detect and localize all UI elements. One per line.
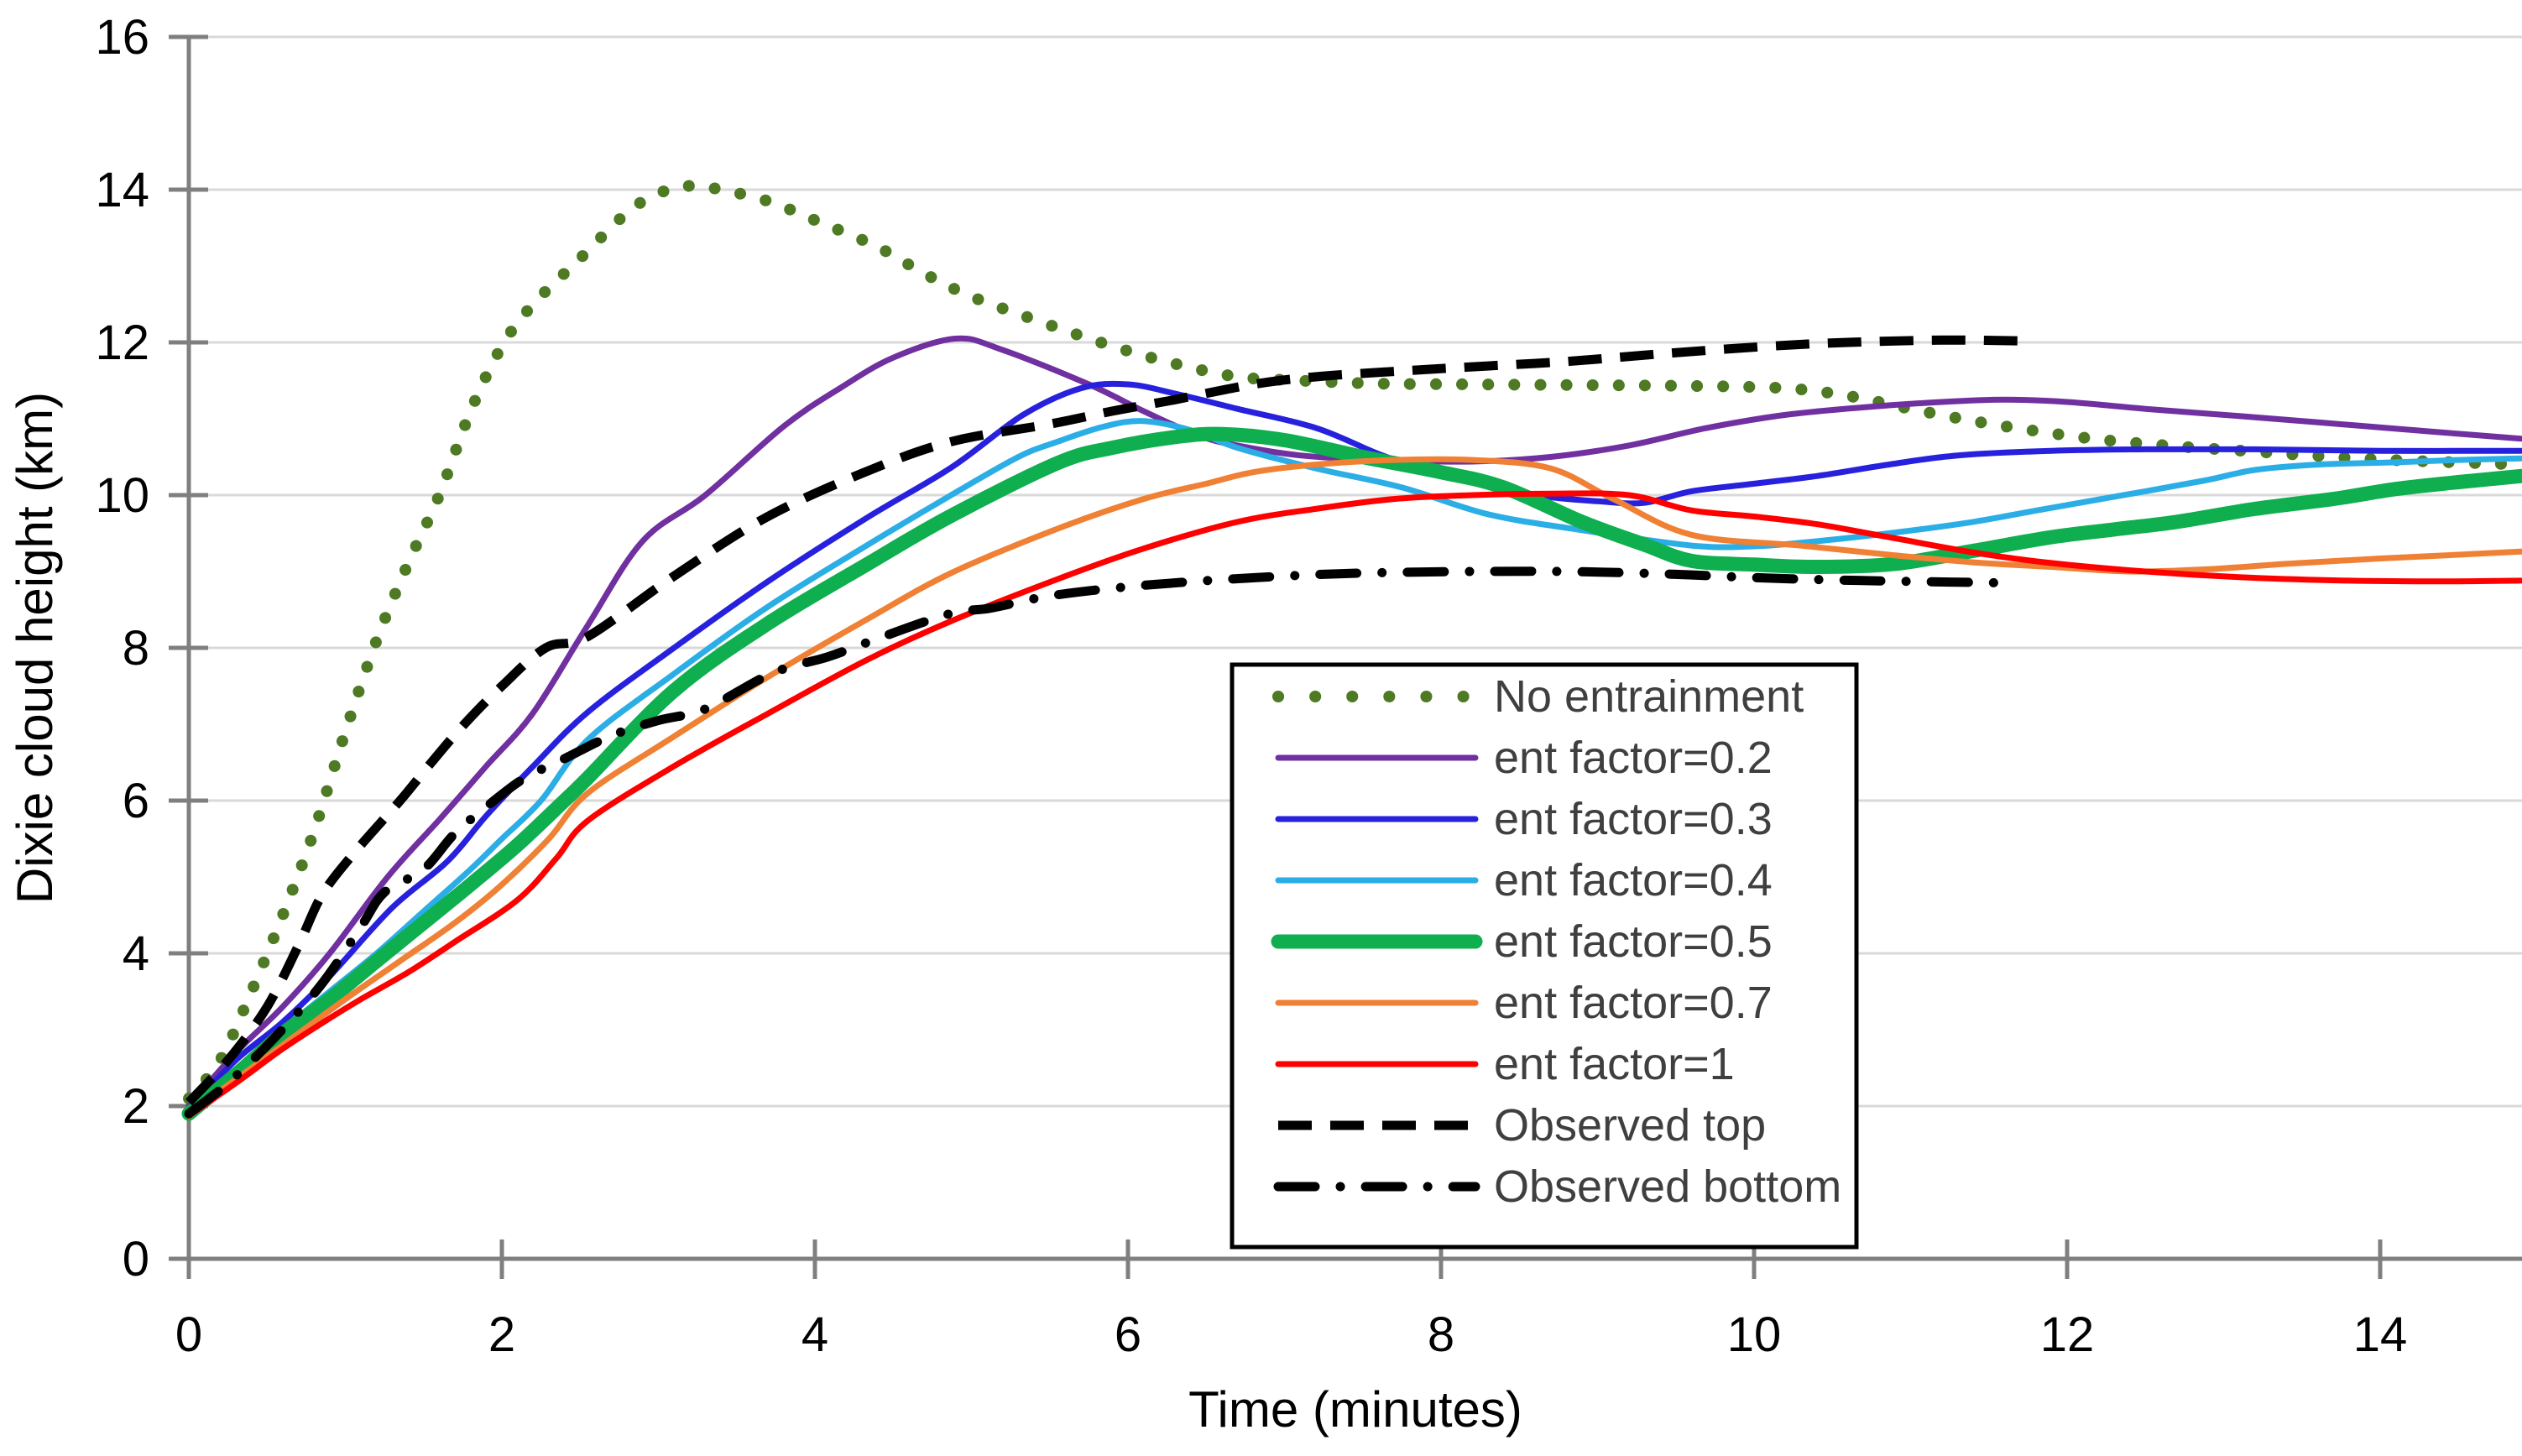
y-tick-label-10: 10 <box>95 468 149 523</box>
legend-entry-observed-top: Observed top <box>1278 1100 1766 1151</box>
series-ent-factor-1 <box>185 490 2522 1119</box>
x-tick-label-12: 12 <box>2040 1307 2095 1362</box>
legend-entry-ent-factor-0-4: ent factor=0.4 <box>1275 855 1773 905</box>
series-observed-top <box>185 335 2021 1106</box>
legend-label: ent factor=0.3 <box>1494 794 1773 844</box>
legend-label: ent factor=0.5 <box>1494 916 1773 967</box>
legend-label: ent factor=1 <box>1494 1039 1735 1089</box>
legend-entry-ent-factor-1: ent factor=1 <box>1275 1039 1735 1089</box>
x-tick-label-8: 8 <box>1428 1307 1454 1362</box>
y-tick-label-4: 4 <box>123 926 149 981</box>
legend-label: Observed top <box>1494 1100 1766 1151</box>
x-tick-label-10: 10 <box>1727 1307 1782 1362</box>
x-axis-title: Time (minutes) <box>1188 1381 1522 1438</box>
legend-label: Observed bottom <box>1494 1161 1841 1212</box>
legend-label: ent factor=0.4 <box>1494 855 1773 905</box>
legend: No entrainment ent factor=0.2 ent factor=0… <box>1230 662 1859 1250</box>
legend-label: No entrainment <box>1494 671 1804 722</box>
y-tick-label-8: 8 <box>123 621 149 676</box>
x-tick-label-4: 4 <box>802 1307 828 1362</box>
x-tick-label-0: 0 <box>175 1307 202 1362</box>
legend-box <box>1230 662 1859 1250</box>
y-tick-label-2: 2 <box>123 1079 149 1134</box>
y-tick-label-14: 14 <box>95 163 149 217</box>
legend-label: ent factor=0.2 <box>1494 733 1773 783</box>
legend-entry-observed-bottom: Observed bottom <box>1273 1161 1841 1212</box>
legend-entry-ent-factor-0-5: ent factor=0.5 <box>1271 916 1773 967</box>
series-lines <box>181 180 2522 1121</box>
y-tick-label-16: 16 <box>95 10 149 65</box>
legend-label: ent factor=0.7 <box>1494 978 1773 1028</box>
series-ent-factor-0-5 <box>181 426 2522 1121</box>
x-tick-label-14: 14 <box>2353 1307 2408 1362</box>
y-tick-label-0: 0 <box>123 1232 149 1286</box>
y-axis-title: Dixie cloud height (km) <box>7 392 63 904</box>
y-tick-label-6: 6 <box>123 774 149 828</box>
legend-entry-ent-factor-0-2: ent factor=0.2 <box>1275 733 1773 783</box>
legend-entry-ent-factor-0-7: ent factor=0.7 <box>1275 978 1773 1028</box>
legend-entry-ent-factor-0-3: ent factor=0.3 <box>1275 794 1773 844</box>
series-ent-factor-0-3 <box>185 380 2522 1113</box>
x-tick-label-6: 6 <box>1115 1307 1141 1362</box>
legend-entry-no-entrainment: No entrainment <box>1272 671 1804 722</box>
tick-labels: 0 2 4 6 8 10 12 14 0 2 4 6 8 10 12 14 16 <box>95 10 2407 1362</box>
y-tick-label-12: 12 <box>95 316 149 370</box>
series-observed-bottom <box>184 566 2009 1119</box>
x-tick-label-2: 2 <box>488 1307 515 1362</box>
